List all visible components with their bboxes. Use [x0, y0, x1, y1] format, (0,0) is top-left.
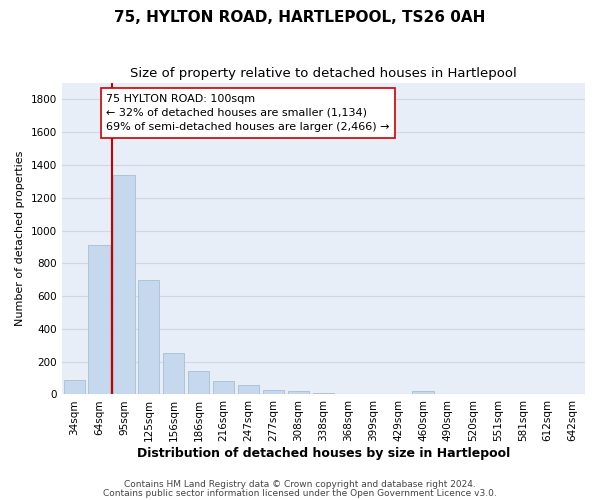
Bar [188, 370, 209, 394]
Bar [213, 382, 234, 394]
Bar [263, 390, 284, 394]
Bar [163, 354, 184, 395]
Bar [288, 391, 309, 394]
Y-axis label: Number of detached properties: Number of detached properties [15, 151, 25, 326]
Title: Size of property relative to detached houses in Hartlepool: Size of property relative to detached ho… [130, 68, 517, 80]
Text: Contains HM Land Registry data © Crown copyright and database right 2024.: Contains HM Land Registry data © Crown c… [124, 480, 476, 489]
Bar [313, 393, 334, 394]
Bar [88, 246, 110, 394]
X-axis label: Distribution of detached houses by size in Hartlepool: Distribution of detached houses by size … [137, 447, 510, 460]
Text: Contains public sector information licensed under the Open Government Licence v3: Contains public sector information licen… [103, 488, 497, 498]
Text: 75 HYLTON ROAD: 100sqm
← 32% of detached houses are smaller (1,134)
69% of semi-: 75 HYLTON ROAD: 100sqm ← 32% of detached… [106, 94, 389, 132]
Text: 75, HYLTON ROAD, HARTLEPOOL, TS26 0AH: 75, HYLTON ROAD, HARTLEPOOL, TS26 0AH [115, 10, 485, 25]
Bar [64, 380, 85, 394]
Bar [113, 175, 134, 394]
Bar [138, 280, 160, 394]
Bar [238, 386, 259, 394]
Bar [412, 391, 434, 394]
